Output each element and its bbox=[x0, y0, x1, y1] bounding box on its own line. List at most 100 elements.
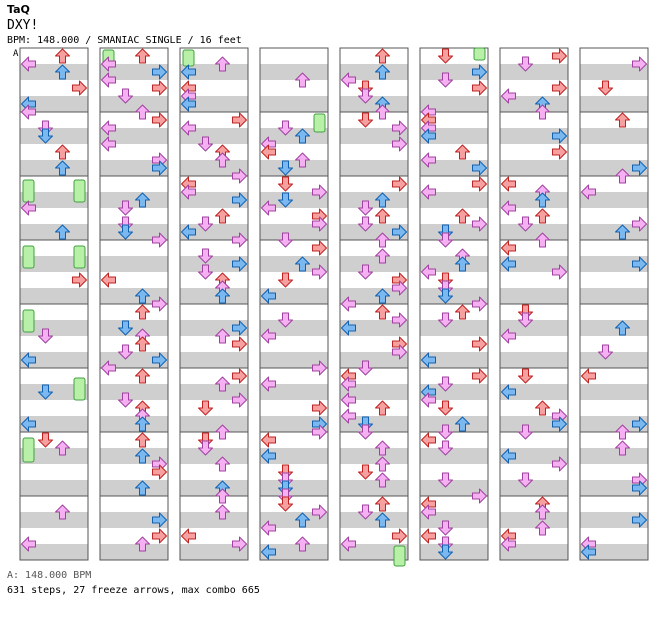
up-arrow-icon bbox=[375, 232, 390, 248]
measure-band bbox=[20, 480, 88, 496]
right-arrow-icon bbox=[152, 512, 167, 528]
right-arrow-icon bbox=[312, 216, 327, 232]
right-arrow-icon bbox=[552, 128, 567, 144]
down-arrow-icon bbox=[438, 472, 453, 488]
down-arrow-icon bbox=[438, 440, 453, 456]
left-arrow-icon bbox=[101, 120, 116, 136]
left-arrow-icon bbox=[261, 432, 276, 448]
down-arrow-icon bbox=[438, 424, 453, 440]
up-arrow-icon bbox=[215, 456, 230, 472]
down-arrow-icon bbox=[518, 368, 533, 384]
right-arrow-icon bbox=[152, 296, 167, 312]
right-arrow-icon bbox=[632, 256, 647, 272]
up-arrow-icon bbox=[375, 456, 390, 472]
left-arrow-icon bbox=[101, 272, 116, 288]
left-arrow-icon bbox=[501, 536, 516, 552]
measure-band bbox=[500, 320, 568, 336]
up-arrow-icon bbox=[375, 400, 390, 416]
down-arrow-icon bbox=[198, 216, 213, 232]
right-arrow-icon bbox=[472, 64, 487, 80]
column-border bbox=[179, 47, 249, 561]
measure-band bbox=[500, 288, 568, 304]
measure-band bbox=[180, 448, 248, 464]
measure-band bbox=[340, 416, 408, 432]
measure-band bbox=[420, 352, 488, 368]
down-arrow-icon bbox=[118, 200, 133, 216]
down-arrow-icon bbox=[118, 320, 133, 336]
measure-band bbox=[180, 96, 248, 112]
right-arrow-icon bbox=[632, 160, 647, 176]
measure-band bbox=[260, 224, 328, 240]
up-arrow-icon bbox=[135, 416, 150, 432]
measure-band bbox=[500, 416, 568, 432]
chart-column bbox=[499, 47, 569, 561]
measure-band bbox=[20, 64, 88, 80]
right-arrow-icon bbox=[392, 344, 407, 360]
down-arrow-icon bbox=[438, 400, 453, 416]
down-arrow-icon bbox=[38, 432, 53, 448]
down-arrow-icon bbox=[518, 56, 533, 72]
down-arrow-icon bbox=[358, 360, 373, 376]
measure-band bbox=[180, 320, 248, 336]
left-arrow-icon bbox=[421, 352, 436, 368]
up-arrow-icon bbox=[295, 152, 310, 168]
right-arrow-icon bbox=[552, 80, 567, 96]
right-arrow-icon bbox=[232, 536, 247, 552]
up-arrow-icon bbox=[375, 208, 390, 224]
down-arrow-icon bbox=[278, 312, 293, 328]
down-arrow-icon bbox=[358, 112, 373, 128]
left-arrow-icon bbox=[181, 120, 196, 136]
down-arrow-icon bbox=[118, 88, 133, 104]
down-arrow-icon bbox=[38, 128, 53, 144]
measure-band bbox=[500, 64, 568, 80]
down-arrow-icon bbox=[278, 192, 293, 208]
up-arrow-icon bbox=[455, 144, 470, 160]
measure-band bbox=[100, 160, 168, 176]
down-arrow-icon bbox=[278, 176, 293, 192]
measure-band bbox=[20, 320, 88, 336]
down-arrow-icon bbox=[518, 312, 533, 328]
measure-band bbox=[260, 448, 328, 464]
left-arrow-icon bbox=[501, 384, 516, 400]
up-arrow-icon bbox=[535, 208, 550, 224]
measure-band bbox=[20, 384, 88, 400]
measure-band bbox=[420, 480, 488, 496]
right-arrow-icon bbox=[472, 176, 487, 192]
left-arrow-icon bbox=[421, 184, 436, 200]
measure-band bbox=[20, 224, 88, 240]
left-arrow-icon bbox=[341, 376, 356, 392]
measure-band bbox=[340, 128, 408, 144]
measure-band bbox=[500, 128, 568, 144]
down-arrow-icon bbox=[518, 216, 533, 232]
right-arrow-icon bbox=[232, 192, 247, 208]
up-arrow-icon bbox=[215, 56, 230, 72]
measure-band bbox=[260, 320, 328, 336]
right-arrow-icon bbox=[232, 368, 247, 384]
up-arrow-icon bbox=[535, 504, 550, 520]
measure-band bbox=[260, 288, 328, 304]
column-border bbox=[339, 47, 409, 561]
left-arrow-icon bbox=[341, 320, 356, 336]
left-arrow-icon bbox=[341, 296, 356, 312]
up-arrow-icon bbox=[215, 328, 230, 344]
up-arrow-icon bbox=[215, 288, 230, 304]
down-arrow-icon bbox=[598, 80, 613, 96]
measure-band bbox=[260, 416, 328, 432]
left-arrow-icon bbox=[261, 144, 276, 160]
left-arrow-icon bbox=[261, 520, 276, 536]
measure-band bbox=[180, 512, 248, 528]
up-arrow-icon bbox=[375, 304, 390, 320]
up-arrow-icon bbox=[135, 432, 150, 448]
up-arrow-icon bbox=[535, 400, 550, 416]
measure-band bbox=[260, 64, 328, 80]
up-arrow-icon bbox=[375, 472, 390, 488]
up-arrow-icon bbox=[215, 504, 230, 520]
measure-band bbox=[420, 224, 488, 240]
measure-band bbox=[100, 288, 168, 304]
measure-band bbox=[420, 448, 488, 464]
down-arrow-icon bbox=[438, 48, 453, 64]
bpm-marker-label: A bbox=[13, 49, 19, 59]
up-arrow-icon bbox=[135, 104, 150, 120]
measure-band bbox=[580, 384, 648, 400]
down-arrow-icon bbox=[198, 440, 213, 456]
